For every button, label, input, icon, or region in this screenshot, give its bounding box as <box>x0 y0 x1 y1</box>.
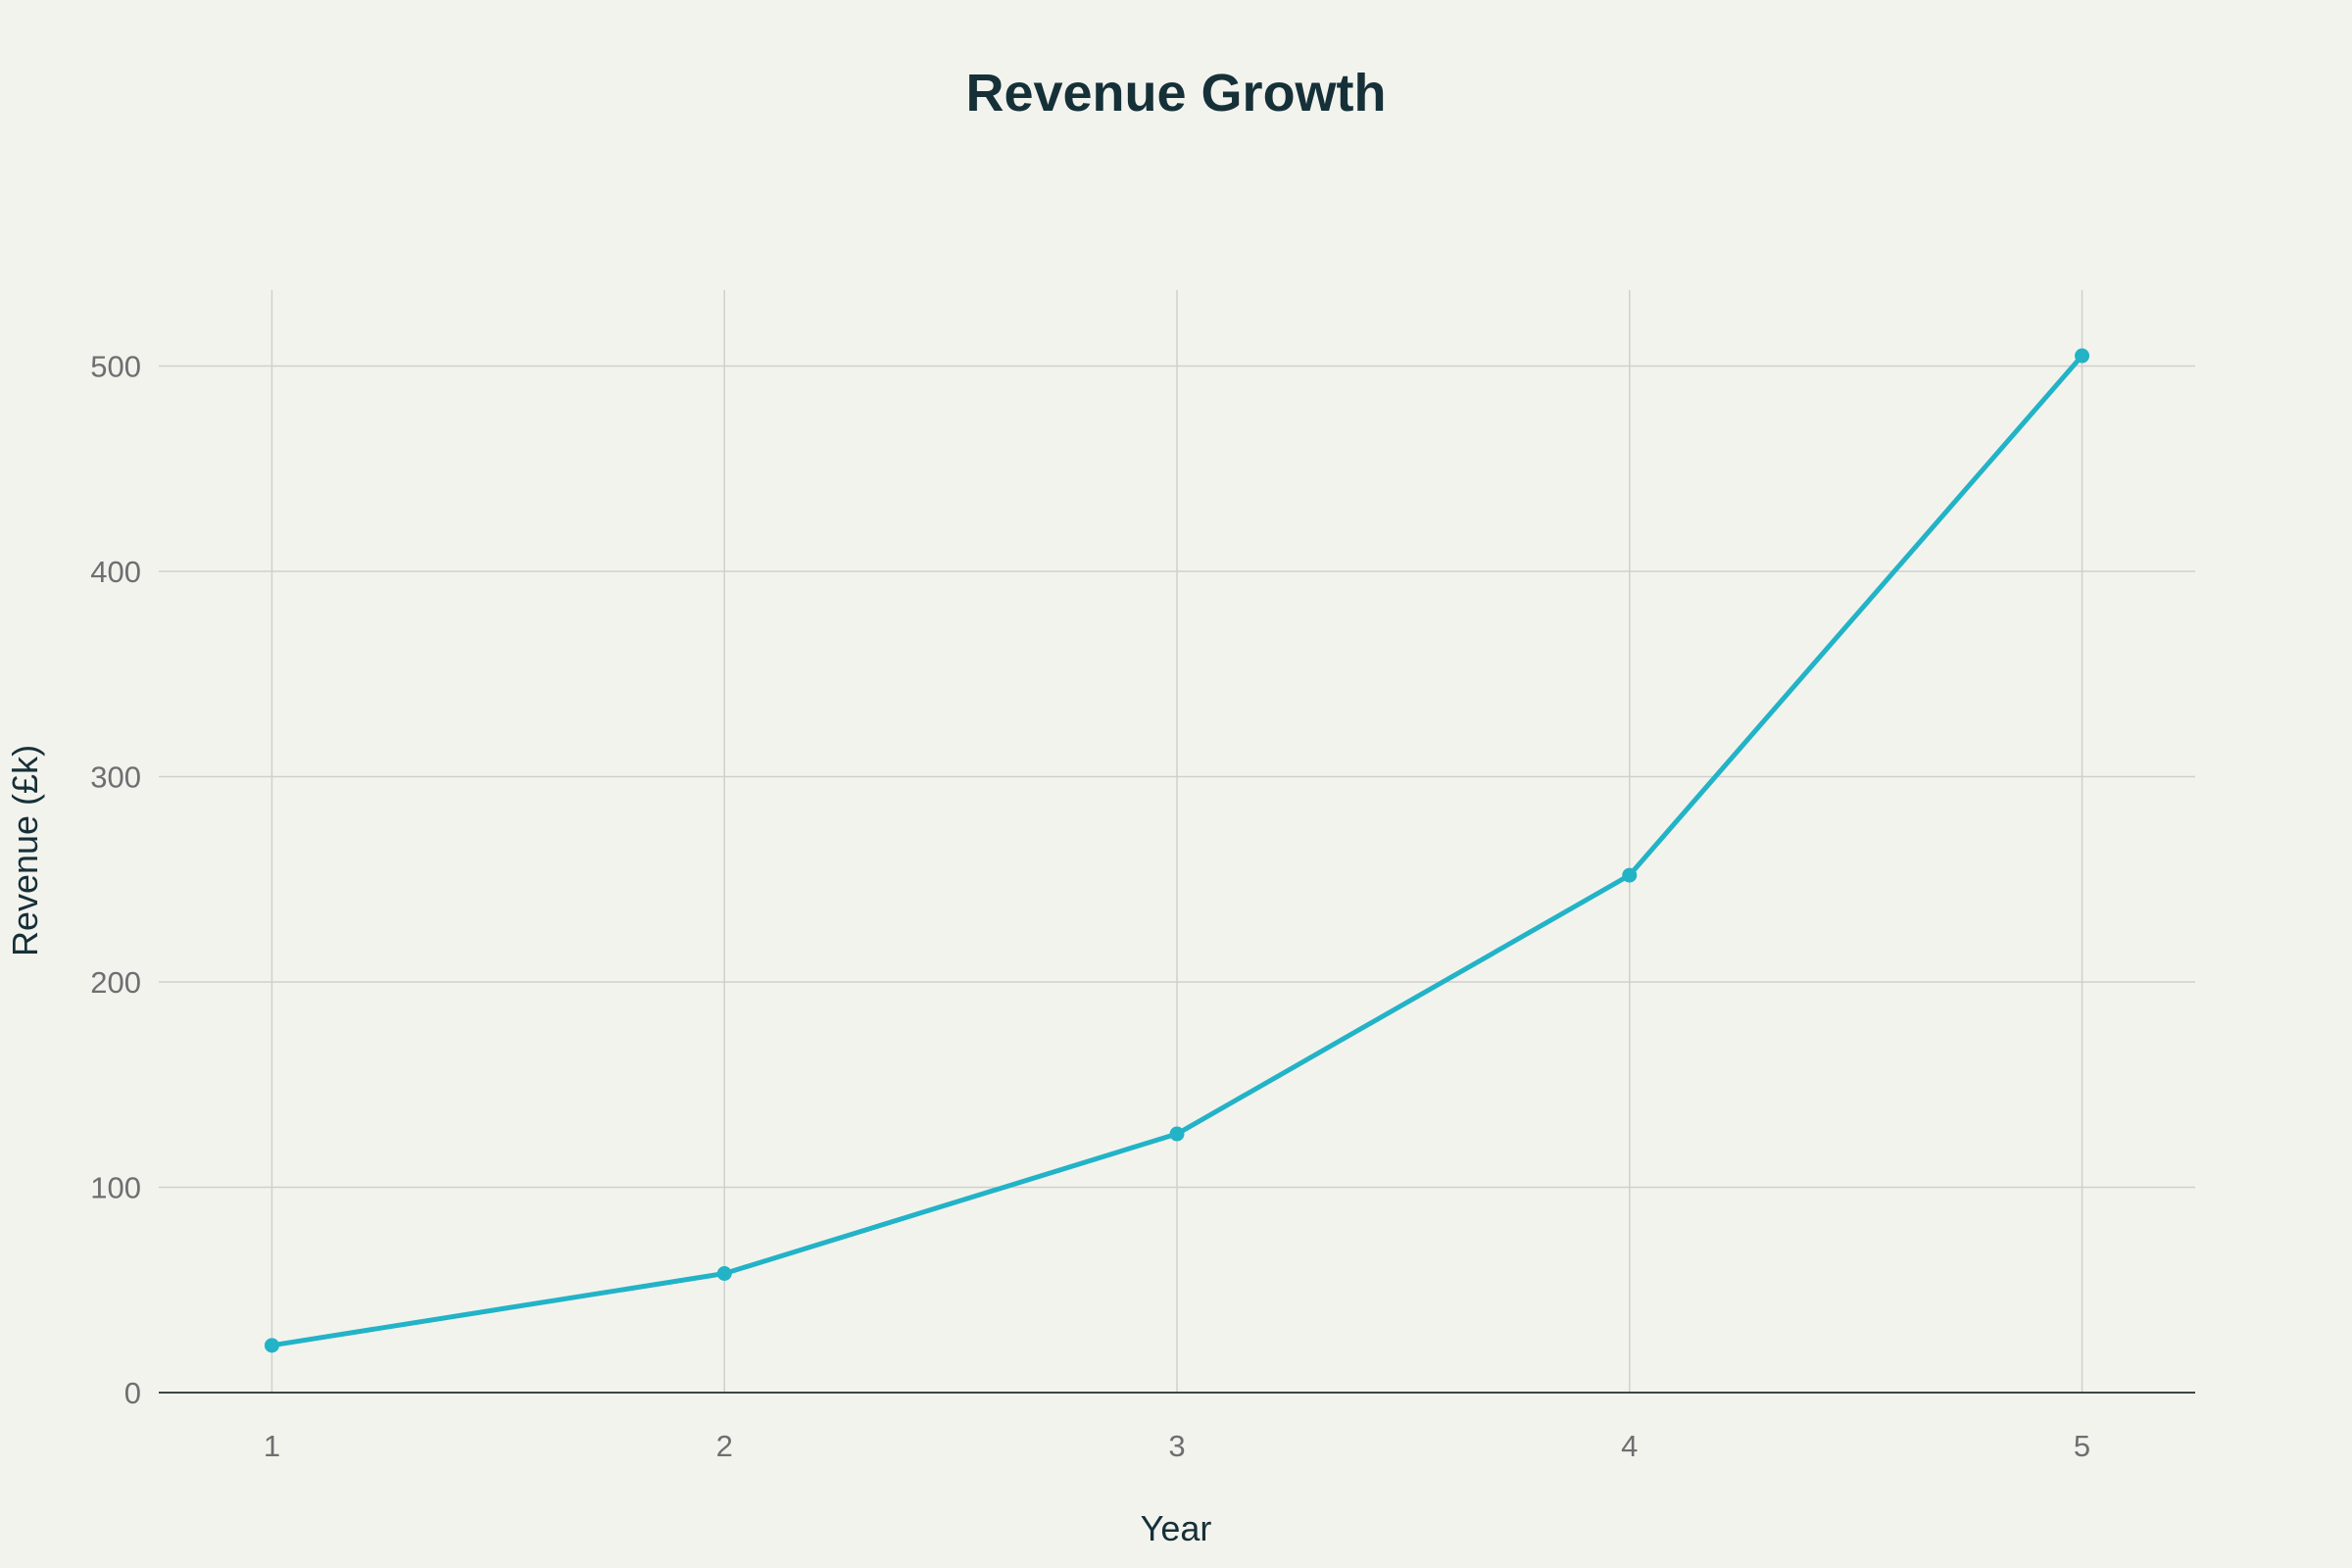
x-tick-label: 2 <box>716 1429 733 1463</box>
data-point <box>1170 1127 1185 1142</box>
data-point <box>717 1266 732 1281</box>
y-tick-label: 500 <box>90 350 141 384</box>
data-point <box>2075 349 2089 364</box>
y-tick-label: 0 <box>124 1376 141 1410</box>
y-tick-label: 400 <box>90 555 141 589</box>
x-tick-label: 3 <box>1168 1429 1185 1463</box>
y-tick-label: 200 <box>90 965 141 1000</box>
x-tick-label: 5 <box>2074 1429 2090 1463</box>
y-tick-label: 100 <box>90 1171 141 1205</box>
data-point <box>1622 868 1637 883</box>
y-axis-label: Revenue (£k) <box>5 745 45 956</box>
x-tick-label: 4 <box>1621 1429 1638 1463</box>
data-point <box>265 1338 279 1352</box>
x-axis-label: Year <box>1141 1508 1212 1548</box>
tick-layer: 1 2 3 4 5 0 100 200 300 400 500 <box>90 350 2090 1463</box>
grid-layer <box>159 290 2195 1393</box>
x-tick-label: 1 <box>264 1429 280 1463</box>
y-tick-label: 300 <box>90 760 141 795</box>
chart-title: Revenue Growth <box>965 64 1386 122</box>
